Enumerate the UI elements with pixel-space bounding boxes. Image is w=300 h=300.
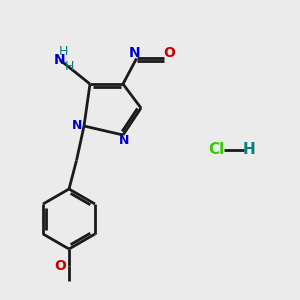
Text: O: O	[164, 46, 175, 60]
Text: H: H	[58, 45, 68, 58]
Text: H: H	[64, 60, 74, 73]
Text: H: H	[243, 142, 255, 158]
Text: N: N	[129, 46, 141, 60]
Text: O: O	[55, 259, 67, 272]
Text: N: N	[54, 53, 66, 67]
Text: N: N	[119, 134, 130, 147]
Text: N: N	[72, 119, 82, 132]
Text: Cl: Cl	[208, 142, 224, 158]
